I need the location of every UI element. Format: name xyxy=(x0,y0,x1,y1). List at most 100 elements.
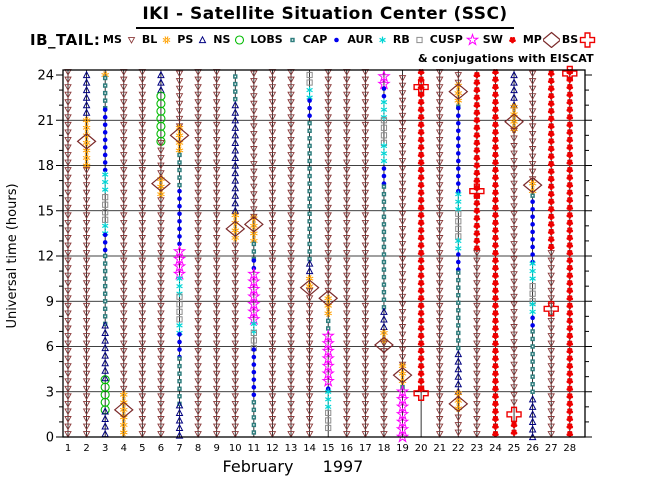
day-column-15 xyxy=(318,69,339,432)
x-tick-label: 17 xyxy=(359,443,372,454)
day-column-3 xyxy=(100,71,110,438)
legend-symbol-RB-icon xyxy=(416,36,423,44)
x-tick-label: 1 xyxy=(65,443,71,454)
x-tick-label: 8 xyxy=(195,443,201,454)
x-tick-label: 10 xyxy=(229,443,242,454)
day-column-4 xyxy=(113,69,134,437)
x-tick-label: 6 xyxy=(158,443,164,454)
legend-item-MS: MS xyxy=(103,31,140,48)
day-column-5 xyxy=(138,69,147,438)
x-tick-label: 5 xyxy=(139,443,145,454)
legend-label: RB xyxy=(392,33,410,46)
dataset-label: IB_TAIL: xyxy=(30,31,101,49)
legend-symbol-LOBS-icon xyxy=(289,37,295,43)
day-column-27 xyxy=(543,70,559,438)
legend-symbol-SW-icon xyxy=(509,36,516,44)
y-tick-label: 3 xyxy=(46,385,54,400)
day-column-2 xyxy=(76,70,97,438)
x-tick-label: 3 xyxy=(102,443,108,454)
x-tick-label: 15 xyxy=(322,443,335,454)
legend-symbol-BS-icon xyxy=(579,32,596,48)
y-tick-label: 0 xyxy=(46,431,54,446)
day-column-12 xyxy=(268,69,277,438)
legend-item-LOBS: LOBS xyxy=(250,31,300,48)
day-column-6 xyxy=(150,70,171,438)
x-tick-label: 25 xyxy=(508,443,521,454)
legend-label: SW xyxy=(482,33,503,46)
day-column-21 xyxy=(435,69,444,438)
legend-label: LOBS xyxy=(250,33,283,46)
y-tick-label: 6 xyxy=(46,340,54,355)
day-column-20 xyxy=(413,68,429,401)
day-column-11 xyxy=(243,70,264,435)
day-column-25 xyxy=(504,70,524,436)
day-column-1 xyxy=(64,69,72,438)
x-tick-label: 9 xyxy=(213,443,219,454)
day-column-24 xyxy=(492,68,499,438)
y-tick-label: 18 xyxy=(37,159,54,174)
legend: MS BL PS NS LOBS CAP AUR RB CUSP SW MP BS xyxy=(103,31,596,48)
x-tick-label: 11 xyxy=(247,443,260,454)
legend-item-PS: PS xyxy=(177,31,211,48)
legend-item-BL: BL xyxy=(142,31,175,48)
x-tick-label: 22 xyxy=(452,443,465,454)
legend-label: CAP xyxy=(302,33,328,46)
legend-symbol-NS-icon xyxy=(235,35,245,45)
y-axis-title: Universal time (hours) xyxy=(5,183,20,328)
legend-item-MP: MP xyxy=(523,31,560,48)
day-column-14 xyxy=(299,71,320,438)
x-tick-label: 24 xyxy=(489,443,502,454)
x-tick-label: 21 xyxy=(433,443,446,454)
day-column-13 xyxy=(287,69,295,438)
x-tick-label: 20 xyxy=(415,443,428,454)
legend-item-BS: BS xyxy=(562,31,596,48)
x-tick-label: 19 xyxy=(396,443,409,454)
y-tick-label: 24 xyxy=(37,69,54,84)
legend-symbol-BL-icon xyxy=(162,36,171,44)
legend-label: BS xyxy=(561,33,579,46)
x-tick-label: 16 xyxy=(340,443,353,454)
y-tick-label: 21 xyxy=(37,114,54,129)
legend-label: MP xyxy=(522,33,542,46)
day-column-19 xyxy=(392,75,413,443)
legend-item-AUR: AUR xyxy=(347,31,391,48)
x-axis-year: 1997 xyxy=(323,457,364,476)
legend-item-SW: SW xyxy=(483,31,521,48)
legend-symbol-CUSP-icon xyxy=(465,32,480,46)
legend-label: BL xyxy=(141,33,158,46)
day-column-8 xyxy=(194,69,202,438)
x-tick-label: 7 xyxy=(176,443,182,454)
legend-item-CUSP: CUSP xyxy=(430,31,481,48)
y-tick-label: 15 xyxy=(37,204,54,219)
day-column-17 xyxy=(361,69,370,438)
plot-area: 0 3 6 9 12 15 18 21 24 Universal time (hours) 1 2 3 4… xyxy=(0,60,650,500)
day-column-7 xyxy=(169,70,190,439)
legend-label: CUSP xyxy=(429,33,463,46)
y-tick-label: 9 xyxy=(46,295,54,310)
legend-item-CAP: CAP xyxy=(303,31,346,48)
conjugation-note: & conjugations with EISCAT xyxy=(418,52,594,65)
legend-symbol-MS-icon xyxy=(127,37,136,44)
legend-label: MS xyxy=(103,33,122,46)
legend-label: NS xyxy=(213,33,231,46)
legend-item-NS: NS xyxy=(213,31,248,48)
x-tick-label: 27 xyxy=(545,443,558,454)
y-tick-label: 12 xyxy=(37,250,54,265)
x-tick-label: 18 xyxy=(378,443,391,454)
page-title-text: IKI - Satellite Situation Center (SSC) xyxy=(136,4,514,29)
x-tick-label: 12 xyxy=(266,443,279,454)
day-column-28 xyxy=(562,65,578,438)
x-tick-label: 28 xyxy=(563,443,576,454)
legend-item-RB: RB xyxy=(393,31,428,48)
x-tick-label: 4 xyxy=(121,443,127,454)
legend-symbol-AUR-icon xyxy=(379,36,386,44)
x-axis-month: February xyxy=(223,457,294,476)
day-column-23 xyxy=(469,71,485,438)
x-tick-label: 14 xyxy=(303,443,316,454)
day-column-18 xyxy=(374,69,394,438)
day-column-22 xyxy=(448,72,469,437)
day-column-16 xyxy=(343,69,351,438)
page-title: IKI - Satellite Situation Center (SSC) xyxy=(0,4,650,29)
